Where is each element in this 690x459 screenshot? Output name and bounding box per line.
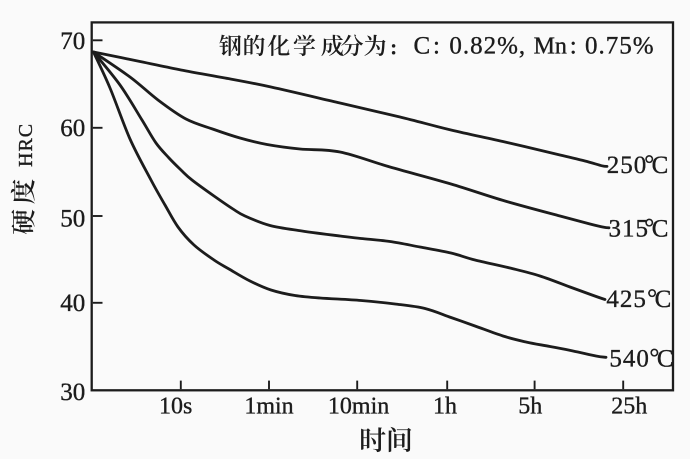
svg-text:C:0.82%,Mn:0.75%: C:0.82%, Mn:0.75%	[414, 33, 655, 60]
svg-text:HRC: HRC	[15, 123, 37, 167]
